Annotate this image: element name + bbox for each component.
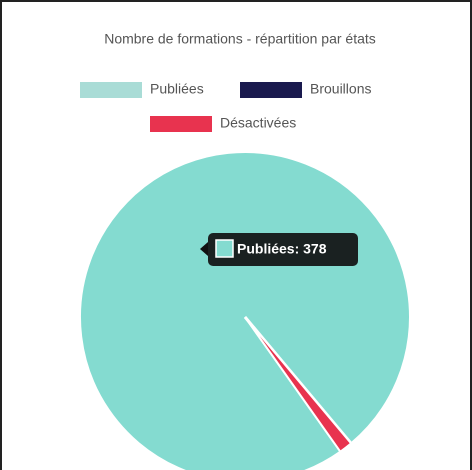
tooltip-box <box>208 233 358 266</box>
legend-swatch <box>80 82 142 98</box>
chart-title: Nombre de formations - répartition par é… <box>104 31 376 47</box>
tooltip-arrow <box>200 242 208 256</box>
pie-slice <box>244 316 353 454</box>
tooltip-swatch <box>215 239 234 258</box>
legend-label: Désactivées <box>220 115 296 131</box>
legend-label: Brouillons <box>310 81 371 97</box>
tooltip: Publiées: 378 <box>200 233 358 266</box>
legend-label: Publiées <box>150 81 204 97</box>
pie-slice <box>79 151 411 470</box>
tooltip-label: Publiées: 378 <box>237 241 327 257</box>
legend-swatch <box>240 82 302 98</box>
legend-swatch <box>150 116 212 132</box>
